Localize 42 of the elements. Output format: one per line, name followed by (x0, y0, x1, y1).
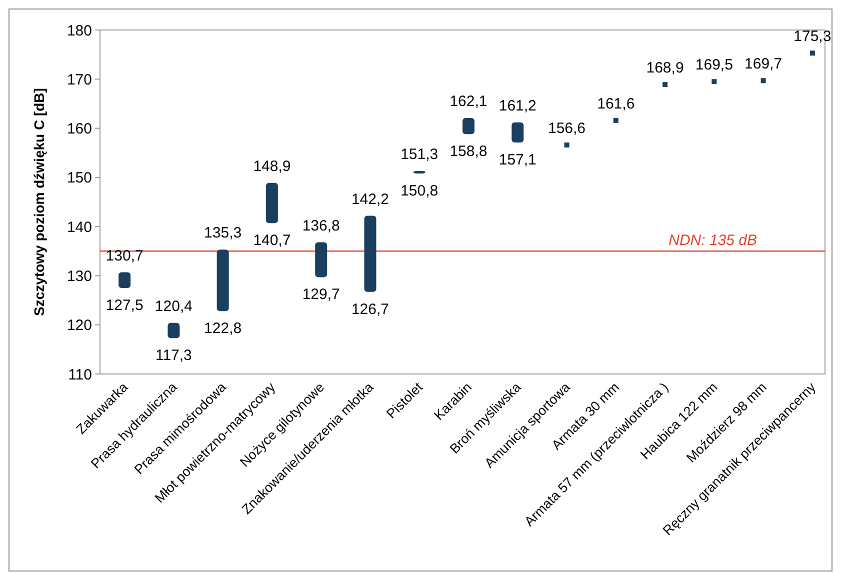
annotation: 127,5 (106, 297, 144, 314)
y-tick-label: 160 (66, 120, 92, 138)
annotation: 162,1 (450, 92, 488, 110)
annotation: 157,1 (498, 152, 536, 169)
annotation: 140,7 (253, 232, 291, 250)
bar (168, 322, 180, 338)
annotation: 136,8 (302, 217, 340, 234)
y-tick-label: 130 (66, 268, 92, 285)
annotation: 142,2 (351, 190, 390, 208)
ref-line-label: NDN: 135 dB (668, 232, 757, 250)
annotation: 122,8 (204, 320, 242, 338)
annotation: 175,3 (794, 28, 832, 46)
annotation: 148,9 (253, 158, 291, 175)
bar (216, 250, 229, 312)
annotation: 135,3 (204, 224, 242, 242)
y-tick-label: 150 (66, 170, 92, 187)
y-tick-label: 140 (66, 218, 92, 236)
annotation: 168,9 (646, 60, 684, 77)
bar (266, 182, 278, 224)
annotation: 151,3 (400, 146, 438, 164)
y-tick-label: 120 (66, 317, 92, 334)
annotation: 169,5 (695, 56, 733, 74)
bar (118, 272, 131, 288)
bar (315, 242, 328, 278)
y-tick-label: 110 (68, 366, 92, 384)
annotation: 161,6 (597, 95, 635, 112)
bar (512, 122, 524, 143)
bar (462, 118, 474, 134)
annotation: 150,8 (400, 182, 438, 200)
y-axis-title: Szczytowy poziom dźwięku C [dB] (31, 88, 47, 316)
annotation: 156,6 (548, 120, 586, 137)
annotation: 126,7 (351, 300, 390, 318)
annotation: 120,4 (154, 298, 192, 315)
annotation: 117,3 (155, 347, 192, 364)
annotation: 158,8 (450, 143, 488, 160)
annotation: 161,2 (498, 97, 536, 114)
y-tick-label: 170 (66, 71, 92, 88)
annotation: 169,7 (744, 56, 782, 73)
y-tick-label: 180 (66, 22, 92, 40)
bar (364, 216, 376, 292)
annotation: 130,7 (106, 247, 144, 264)
annotation: 129,7 (302, 286, 340, 304)
